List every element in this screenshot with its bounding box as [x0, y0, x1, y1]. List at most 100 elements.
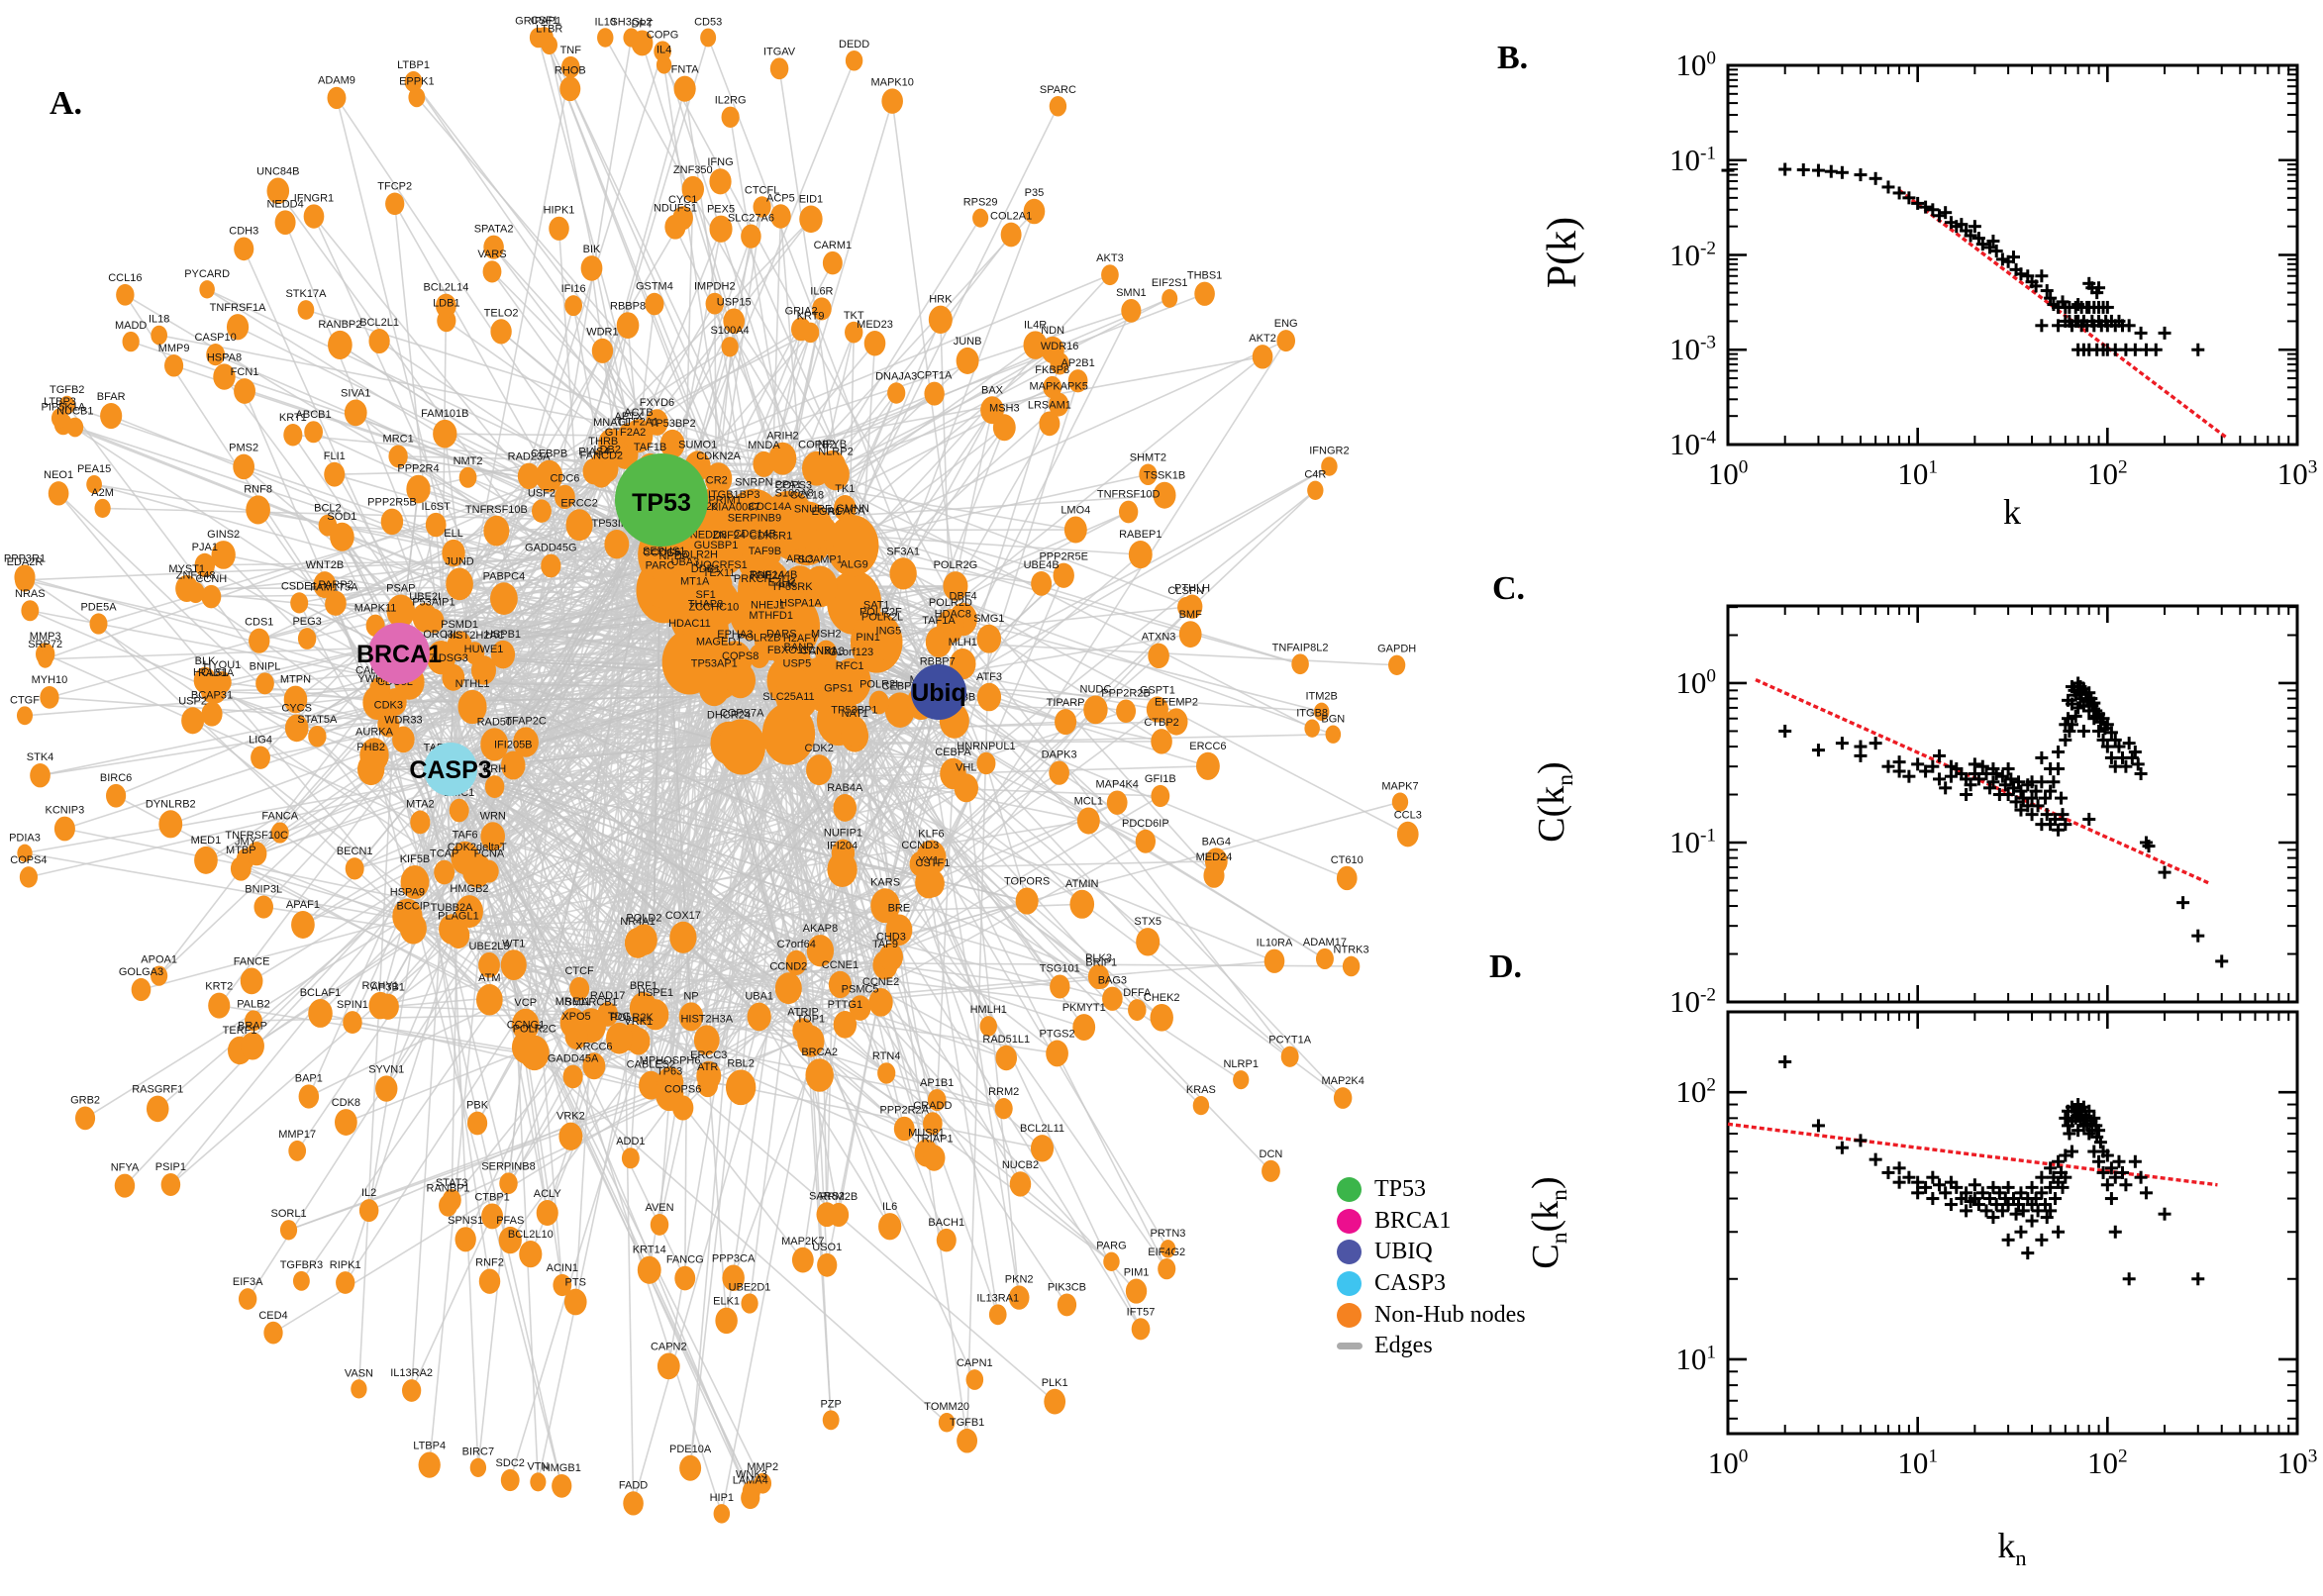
network-node-label: HMGB2: [450, 883, 488, 895]
y-tick-label: 102: [1675, 1074, 1716, 1110]
network-node: [1102, 986, 1123, 1011]
network-node: [790, 317, 812, 342]
network-node: [631, 30, 654, 56]
network-node: [1158, 1257, 1176, 1280]
network-node: [1125, 1278, 1148, 1304]
network-node: [466, 1111, 488, 1136]
network-node: [965, 1369, 984, 1390]
network-node: [749, 644, 770, 668]
network-node: [938, 1412, 956, 1433]
network-node: [887, 382, 906, 404]
network-node: [226, 314, 250, 341]
network-node: [160, 1173, 181, 1197]
network-node: [263, 1321, 283, 1345]
network-node: [233, 453, 255, 480]
network-node: [979, 1016, 997, 1037]
network-node-label: ERCC2: [560, 497, 597, 509]
network-node: [833, 494, 857, 522]
network-node-label: NP: [683, 990, 698, 1002]
network-node: [1049, 392, 1069, 417]
network-node: [1136, 928, 1161, 956]
network-legend: TP53 BRCA1 UBIQ CASP3 Non-Hub nodes Edge…: [1337, 1174, 1526, 1362]
network-node: [645, 292, 664, 316]
neighborhood-connectivity-plot: [1726, 1010, 2299, 1436]
network-node-label: PHB2: [356, 742, 385, 753]
network-node: [616, 312, 640, 339]
tp53-swatch-icon: [1337, 1177, 1362, 1203]
network-node: [308, 725, 327, 748]
panel-a-label: A.: [50, 85, 83, 122]
network-node: [565, 509, 593, 542]
network-node-label: IFI205B: [494, 740, 533, 751]
network-node-label: MTHFD1: [749, 610, 793, 622]
network-node: [812, 297, 832, 321]
network-node: [845, 321, 863, 344]
network-node: [704, 462, 733, 495]
network-node: [1204, 848, 1228, 875]
network-node: [253, 895, 273, 919]
network-node: [957, 1428, 978, 1453]
network-node-label: EZH2: [768, 577, 796, 589]
network-node: [1128, 999, 1147, 1021]
network-node-label: XRCC6: [575, 1041, 612, 1052]
network-node-label: ATR: [697, 1061, 718, 1073]
network-node: [697, 541, 720, 568]
network-node: [741, 1293, 758, 1314]
network-node: [923, 1112, 943, 1136]
network-node: [19, 866, 39, 888]
network-node-label: NUFIP1: [824, 828, 862, 840]
network-node: [479, 859, 499, 883]
network-node: [541, 553, 561, 578]
legend-label: TP53: [1374, 1176, 1427, 1203]
network-node: [304, 421, 323, 444]
network-node: [1233, 1070, 1250, 1090]
network-node: [498, 1226, 522, 1254]
network-node-label: GTF2A2: [605, 427, 647, 439]
network-node: [532, 499, 552, 523]
network-node: [954, 773, 979, 803]
network-node: [500, 1468, 520, 1492]
network-node: [483, 515, 510, 547]
x-tick-label: 101: [1897, 1446, 1938, 1480]
network-node: [856, 643, 880, 671]
network-node: [1151, 729, 1172, 754]
network-node-label: SNRPN: [735, 477, 773, 489]
network-node: [246, 495, 270, 525]
network-node: [805, 1058, 834, 1092]
network-node-label: CDK5R1: [750, 530, 792, 542]
network-node-label: CCNB1: [800, 646, 837, 657]
network-node: [1106, 790, 1128, 815]
network-node: [447, 631, 472, 660]
network-node: [806, 935, 835, 967]
network-node-label: FANCD2: [580, 449, 623, 461]
network-node-label: CDC14B: [734, 529, 776, 541]
network-node-label: MT1A: [680, 575, 710, 587]
network-node-label: ING5: [876, 625, 902, 637]
network-node: [1151, 784, 1170, 808]
network-node-label: HUWE1: [464, 644, 504, 655]
network-node-label: CDK2deltaT: [448, 842, 507, 853]
network-node: [972, 208, 989, 228]
network-node-label: TCAP: [430, 848, 458, 860]
network-node-label: RAD17: [590, 990, 625, 1002]
network-node-label: RAD50: [477, 716, 512, 728]
network-node-label: ARL3: [786, 553, 814, 565]
network-node: [529, 27, 548, 49]
network-node: [325, 590, 347, 616]
network-node: [718, 719, 765, 775]
network-node: [678, 1002, 704, 1032]
network-node-label: THRB: [588, 436, 618, 448]
network-node: [1131, 1318, 1151, 1341]
clustering-coefficient-plot: [1726, 604, 2299, 1004]
network-node-label: POLR2G: [934, 559, 978, 571]
network-node: [693, 1025, 720, 1055]
network-node-label: GADD45A: [548, 1053, 599, 1065]
network-node: [605, 1022, 633, 1054]
network-node-label: CEBPZ: [882, 680, 919, 692]
legend-label: BRCA1: [1374, 1207, 1452, 1234]
network-node: [151, 965, 168, 986]
network-node-label: RBL2: [727, 1057, 755, 1069]
legend-item-ubiq: UBIQ: [1337, 1237, 1526, 1268]
network-node-label: TNFRSF10B: [465, 504, 528, 516]
network-node: [481, 1203, 504, 1230]
